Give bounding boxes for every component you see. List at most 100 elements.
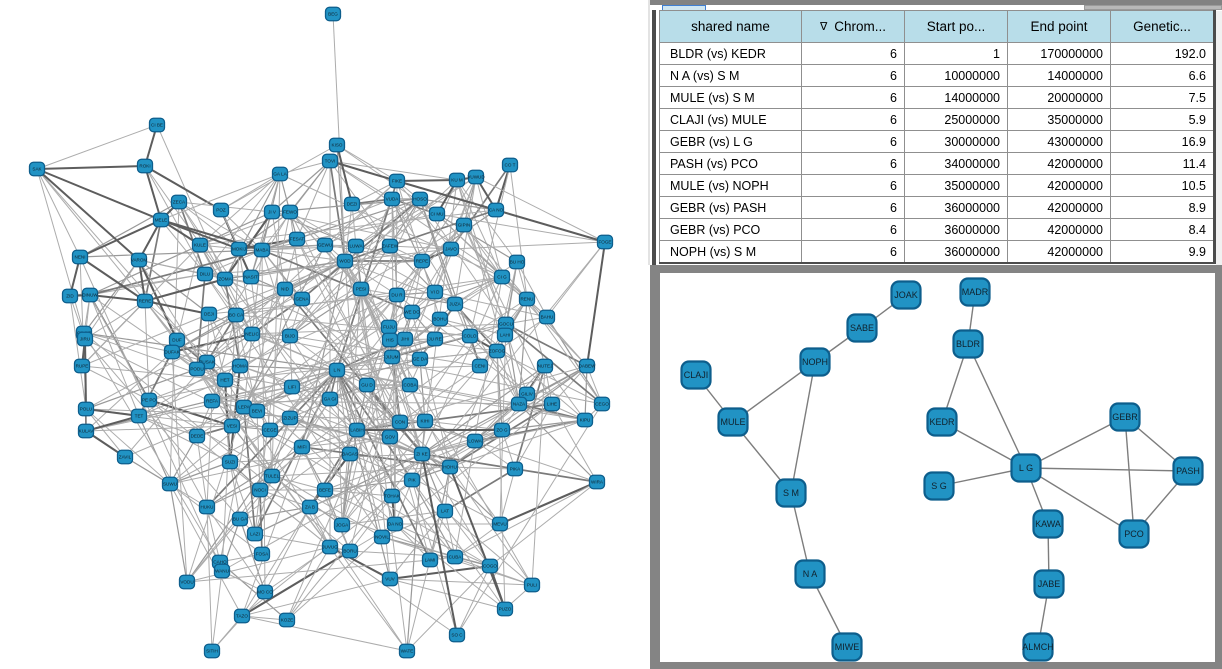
graph-node[interactable]: FESAT — [288, 231, 306, 247]
graph-edge[interactable] — [243, 294, 398, 408]
graph-edge[interactable] — [241, 506, 311, 617]
graph-node[interactable]: ZOFOG — [489, 343, 506, 359]
table-cell[interactable]: 20000000 — [1007, 86, 1111, 109]
graph-edge[interactable] — [289, 160, 331, 213]
column-header-end-point[interactable]: End point — [1007, 10, 1111, 43]
table-cell[interactable]: 42000000 — [1007, 152, 1111, 175]
graph-node[interactable]: HET — [216, 372, 234, 388]
graph-node[interactable]: SITIH — [203, 643, 221, 659]
graph-node[interactable]: DU R — [388, 287, 406, 303]
graph-node[interactable]: TOHAK — [383, 488, 401, 504]
table-cell[interactable]: 6 — [801, 218, 905, 241]
graph-edge[interactable] — [199, 173, 281, 246]
graph-node[interactable]: NELIC — [243, 326, 261, 342]
graph-node[interactable]: DABEW — [579, 358, 597, 374]
graph-node[interactable]: BEFE — [316, 482, 334, 498]
graph-edge[interactable] — [444, 468, 516, 512]
graph-edge[interactable] — [469, 335, 528, 395]
graph-edge[interactable] — [296, 238, 391, 438]
graph-edge[interactable] — [291, 224, 465, 388]
table-cell[interactable]: 16.9 — [1110, 130, 1215, 153]
graph-node[interactable]: SUZI — [221, 454, 239, 470]
detail-network-canvas[interactable]: JOAK MADR SABE BLDR NOPH CLAJI GEBR KEDR MULE L G… — [660, 273, 1215, 662]
graph-node[interactable]: DEJI — [200, 306, 218, 322]
graph-node[interactable]: HIS — [381, 332, 399, 348]
graph-edge[interactable] — [444, 510, 456, 558]
graph-node[interactable]: POZ — [212, 202, 230, 218]
graph-node[interactable]: JUZA — [446, 296, 464, 312]
table-cell[interactable]: 14000000 — [1007, 64, 1111, 87]
table-cell[interactable]: GEBR (vs) L G — [659, 130, 802, 153]
graph-edge[interactable] — [389, 436, 491, 567]
graph-edge[interactable] — [160, 173, 281, 221]
graph-node[interactable]: GOV — [381, 429, 399, 445]
graph-node[interactable]: MELE — [152, 212, 170, 228]
graph-node[interactable]: JAVO — [442, 241, 460, 257]
table-row[interactable]: GEBR (vs) PASH 6 36000000 42000000 8.9 — [659, 196, 1215, 219]
table-cell[interactable]: 6 — [801, 42, 905, 65]
graph-edge[interactable] — [454, 481, 598, 558]
graph-edge[interactable] — [144, 278, 226, 302]
graph-node-madr[interactable]: MADR — [959, 277, 991, 307]
graph-node[interactable]: DINUW — [81, 287, 98, 303]
graph-edge[interactable] — [144, 165, 226, 280]
graph-node[interactable]: JOGA — [333, 517, 351, 533]
graph-edge[interactable] — [449, 466, 533, 586]
graph-node[interactable]: LUWA — [347, 238, 365, 254]
graph-node[interactable]: WOD — [336, 253, 354, 269]
graph-node[interactable]: PIKA — [506, 461, 524, 477]
graph-node[interactable]: LAT — [436, 503, 454, 519]
graph-edge[interactable] — [271, 160, 331, 213]
graph-edge[interactable] — [456, 179, 520, 405]
table-cell[interactable]: 1 — [904, 42, 1008, 65]
graph-edge[interactable] — [475, 176, 606, 243]
graph-node[interactable]: PODU — [188, 361, 206, 377]
graph-edge[interactable] — [219, 211, 291, 563]
graph-edge[interactable] — [186, 326, 390, 583]
graph-node[interactable]: JU RE — [426, 331, 444, 347]
graph-edge[interactable] — [411, 260, 423, 313]
graph-edge[interactable] — [496, 350, 520, 405]
graph-edge[interactable] — [463, 224, 528, 300]
graph-node[interactable]: NENI — [71, 249, 89, 265]
graph-node[interactable]: HOSO — [411, 191, 429, 207]
graph-edge[interactable] — [289, 288, 362, 337]
graph-edge[interactable] — [84, 259, 140, 340]
graph-node[interactable]: RUPE — [73, 358, 91, 374]
graph-edge[interactable] — [329, 160, 346, 262]
graph-edge[interactable] — [144, 165, 206, 275]
graph-edge[interactable] — [36, 168, 208, 363]
graph-node[interactable]: KOZE — [278, 612, 296, 628]
graph-edge[interactable] — [251, 298, 303, 335]
graph-edge[interactable] — [261, 249, 346, 262]
graph-edge[interactable] — [289, 335, 481, 367]
graph-edge[interactable] — [160, 219, 206, 275]
graph-edge[interactable] — [196, 273, 206, 370]
graph-node[interactable]: TAZO — [233, 608, 251, 624]
graph-node[interactable]: VUDA — [383, 191, 401, 207]
graph-node[interactable]: CO T — [501, 157, 519, 173]
graph-node[interactable]: RENU — [518, 291, 536, 307]
graph-edge[interactable] — [419, 198, 471, 337]
graph-edge[interactable] — [450, 248, 528, 300]
graph-edge[interactable] — [169, 483, 188, 583]
graph-edge[interactable] — [463, 224, 503, 278]
graph-edge[interactable] — [144, 300, 210, 315]
graph-node[interactable]: ZAFEW — [381, 238, 399, 254]
graph-edge[interactable] — [261, 249, 291, 337]
graph-edge[interactable] — [344, 260, 507, 325]
graph-edge[interactable] — [239, 518, 266, 593]
graph-node-sabe[interactable]: SABE — [846, 313, 878, 343]
graph-edge[interactable] — [404, 338, 498, 352]
graph-edge[interactable] — [169, 435, 198, 485]
graph-node[interactable]: JI V — [263, 204, 281, 220]
graph-node[interactable]: BAHU — [538, 309, 556, 325]
graph-node[interactable]: GEWU — [316, 237, 334, 253]
graph-edge[interactable] — [271, 466, 451, 477]
graph-node[interactable]: CON — [391, 414, 409, 430]
graph-edge[interactable] — [289, 335, 293, 388]
graph-node[interactable]: BAGAS — [341, 446, 359, 462]
graph-node[interactable]: LEPA — [235, 399, 253, 415]
column-header-chrom[interactable]: ∇ Chrom... — [801, 10, 905, 43]
graph-edge[interactable] — [138, 224, 465, 417]
